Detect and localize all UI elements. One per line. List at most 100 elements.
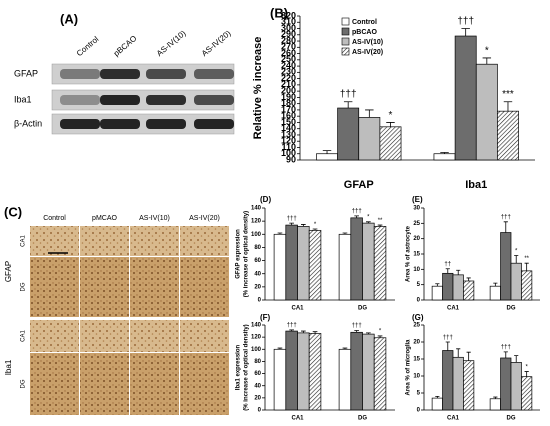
micrograph bbox=[80, 257, 129, 317]
significance-label: †† bbox=[444, 261, 451, 267]
band bbox=[146, 69, 186, 79]
error-bar bbox=[277, 347, 283, 350]
y-tick-label: 170 bbox=[281, 104, 296, 114]
error-bar bbox=[354, 215, 359, 218]
legend-label: AS-IV(10) bbox=[352, 39, 383, 46]
band bbox=[60, 95, 100, 105]
bar bbox=[510, 362, 522, 411]
micrograph bbox=[30, 353, 79, 415]
y-tick-label: 250 bbox=[281, 54, 296, 64]
y-axis-label: Iba1 expression bbox=[236, 344, 242, 390]
error-bar bbox=[440, 152, 449, 154]
x-tick-label: CA1 bbox=[291, 306, 304, 312]
row-label: β-Actin bbox=[14, 118, 42, 128]
band bbox=[60, 69, 100, 79]
y-axis-label: (% increase of optical density) bbox=[244, 324, 250, 410]
micrograph bbox=[180, 353, 229, 415]
y-tick-label: 60 bbox=[254, 258, 261, 264]
error-bar bbox=[366, 221, 371, 224]
y-tick-label: 140 bbox=[281, 123, 296, 133]
column-label: AS-IV(10) bbox=[139, 215, 170, 222]
error-bar bbox=[514, 355, 519, 363]
micrograph bbox=[80, 353, 129, 415]
significance-label: * bbox=[379, 329, 382, 335]
row-label: CA1 bbox=[21, 330, 27, 342]
y-tick-label: 120 bbox=[281, 136, 296, 146]
bar bbox=[285, 224, 298, 301]
group-label: Iba1 bbox=[4, 359, 13, 375]
error-bar bbox=[301, 330, 306, 333]
significance-label: ††† bbox=[352, 323, 362, 329]
x-tick-label: DG bbox=[507, 306, 516, 312]
y-tick-label: 180 bbox=[281, 98, 296, 108]
bar bbox=[454, 35, 477, 161]
significance-label: ** bbox=[378, 218, 383, 224]
bar bbox=[521, 376, 533, 411]
bar bbox=[521, 270, 533, 301]
band bbox=[100, 119, 140, 129]
x-tick-label: CA1 bbox=[291, 416, 304, 422]
error-bar bbox=[456, 269, 461, 275]
y-tick-label: 100 bbox=[281, 148, 296, 158]
y-tick-label: 90 bbox=[286, 154, 296, 164]
error-bar bbox=[514, 255, 519, 264]
bar bbox=[350, 331, 363, 411]
error-bar bbox=[445, 268, 450, 274]
significance-label: * bbox=[367, 215, 370, 221]
error-bar bbox=[435, 396, 440, 399]
bar bbox=[442, 272, 454, 301]
y-tick-label: 220 bbox=[281, 73, 296, 83]
y-tick-label: 200 bbox=[281, 86, 296, 96]
y-tick-label: 10 bbox=[413, 267, 420, 273]
error-bar bbox=[312, 331, 318, 334]
x-tick-label: Iba1 bbox=[465, 179, 487, 191]
significance-label: ††† bbox=[352, 209, 362, 215]
significance-label: ††† bbox=[457, 16, 474, 27]
y-tick-label: 5 bbox=[417, 391, 421, 397]
error-bar bbox=[435, 283, 440, 287]
y-axis-label: GFAP expression bbox=[236, 229, 242, 279]
bar bbox=[475, 63, 498, 161]
y-tick-label: 210 bbox=[281, 79, 296, 89]
row-label: DG bbox=[21, 379, 27, 388]
column-label: pMCAO bbox=[92, 215, 117, 222]
y-tick-label: 40 bbox=[254, 271, 261, 277]
y-tick-label: 5 bbox=[417, 282, 421, 288]
panel-label: (F) bbox=[260, 313, 271, 322]
band bbox=[194, 95, 234, 105]
y-tick-label: 0 bbox=[258, 298, 262, 304]
y-tick-label: 120 bbox=[251, 335, 262, 341]
panel-label: (G) bbox=[412, 313, 424, 322]
band bbox=[60, 119, 100, 129]
significance-label: * bbox=[485, 45, 489, 56]
x-tick-label: GFAP bbox=[344, 179, 374, 191]
y-tick-label: 25 bbox=[413, 221, 420, 227]
error-bar bbox=[289, 222, 294, 226]
significance-label: ††† bbox=[287, 216, 297, 222]
bar bbox=[510, 262, 522, 301]
bar bbox=[379, 126, 402, 161]
y-tick-label: 60 bbox=[254, 371, 261, 377]
bar bbox=[433, 153, 456, 161]
y-axis-label: (% increase of optical density) bbox=[244, 211, 250, 297]
bar bbox=[500, 357, 512, 411]
error-bar bbox=[322, 150, 332, 154]
significance-label: * bbox=[389, 110, 393, 121]
y-tick-label: 0 bbox=[417, 298, 421, 304]
significance-label: ††† bbox=[443, 335, 453, 341]
error-bar bbox=[503, 351, 508, 358]
y-tick-label: 0 bbox=[258, 408, 262, 414]
bar bbox=[452, 274, 464, 301]
y-tick-label: 140 bbox=[251, 206, 262, 212]
x-tick-label: CA1 bbox=[447, 306, 460, 312]
legend-swatch bbox=[341, 27, 350, 36]
micrograph bbox=[130, 226, 179, 256]
y-axis-label: Area % of microglia bbox=[406, 339, 412, 396]
error-bar bbox=[342, 232, 348, 235]
x-tick-label: DG bbox=[358, 416, 367, 422]
y-tick-label: 240 bbox=[281, 60, 296, 70]
error-bar bbox=[503, 221, 508, 233]
legend-swatch bbox=[341, 37, 350, 46]
error-bar bbox=[466, 277, 471, 281]
